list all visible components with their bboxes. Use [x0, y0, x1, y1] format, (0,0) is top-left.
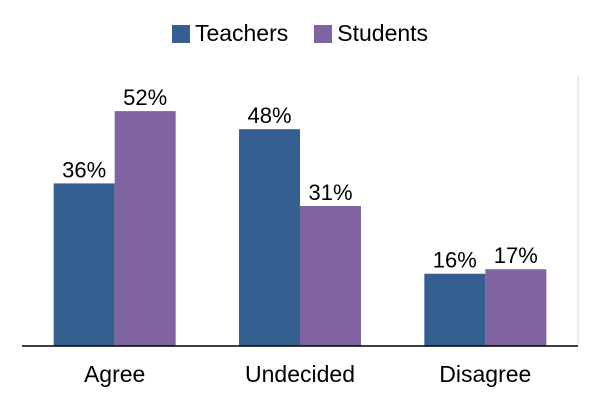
legend-item-students: Students	[314, 22, 428, 45]
legend-label-students: Students	[337, 20, 429, 46]
data-label-students-undecided: 31%	[308, 180, 352, 205]
legend-swatch-students	[314, 24, 333, 43]
data-label-teachers-agree: 36%	[62, 157, 106, 182]
bar-teachers-undecided	[239, 129, 300, 346]
bar-students-disagree	[485, 269, 547, 346]
data-label-teachers-undecided: 48%	[247, 103, 291, 128]
bar-teachers-disagree	[424, 273, 486, 346]
legend: Teachers Students	[0, 22, 600, 45]
x-tick-label-agree: Agree	[84, 361, 145, 387]
data-label-students-agree: 52%	[123, 85, 167, 110]
bar-students-agree	[114, 111, 176, 346]
data-label-teachers-disagree: 16%	[433, 248, 477, 273]
x-tick-label-undecided: Undecided	[245, 361, 355, 387]
legend-label-teachers: Teachers	[194, 20, 289, 46]
bar-teachers-agree	[53, 183, 115, 346]
legend-swatch-teachers	[171, 24, 190, 43]
x-tick-label-disagree: Disagree	[439, 361, 531, 387]
data-label-students-disagree: 17%	[494, 243, 538, 268]
bar-students-undecided	[300, 205, 361, 346]
legend-item-teachers: Teachers	[171, 20, 289, 46]
